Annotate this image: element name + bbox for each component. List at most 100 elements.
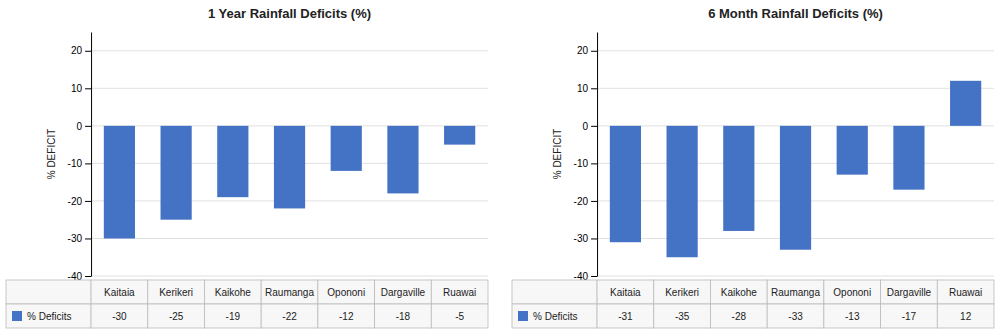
y-tick-mark — [85, 238, 91, 239]
y-tick-mark — [85, 276, 91, 277]
table-cell — [654, 304, 711, 328]
table-cell — [881, 280, 938, 304]
data-label: -28 — [732, 311, 747, 322]
y-axis-title: % DEFICIT — [46, 129, 57, 180]
bar — [444, 126, 475, 145]
table-header: Raumanga — [771, 287, 820, 298]
y-tick-mark — [591, 238, 597, 239]
table-cell — [6, 304, 91, 328]
grid — [91, 51, 488, 276]
y-tick-mark — [85, 51, 91, 52]
y-tick-label: 0 — [76, 121, 82, 132]
table-cell — [824, 304, 881, 328]
bar — [893, 126, 924, 190]
grid-line — [597, 276, 994, 277]
data-label: -25 — [169, 311, 184, 322]
legend-label: % Deficits — [27, 311, 71, 322]
y-tick: -10 — [68, 158, 91, 169]
table-cell — [6, 280, 91, 304]
y-tick: -20 — [574, 196, 597, 207]
y-tick-mark — [591, 201, 597, 202]
data-label: -22 — [282, 311, 297, 322]
table-cell — [148, 280, 205, 304]
table-cell — [318, 304, 375, 328]
y-tick-mark — [591, 126, 597, 127]
y-tick: 10 — [577, 83, 597, 94]
table-cell — [512, 304, 597, 328]
bar — [667, 126, 698, 257]
table-cell — [824, 280, 881, 304]
y-tick-label: 20 — [577, 45, 589, 56]
bar — [950, 81, 981, 126]
table-header: Kerikeri — [665, 287, 699, 298]
y-tick-label: -30 — [574, 233, 589, 244]
y-tick-mark — [591, 88, 597, 89]
table-header: Dargaville — [381, 287, 426, 298]
table-cell — [204, 304, 261, 328]
y-axis-line — [91, 33, 92, 277]
table-header: Opononi — [833, 287, 871, 298]
table-cell — [261, 280, 318, 304]
table-cell — [261, 304, 318, 328]
table-cell — [767, 280, 824, 304]
table-cell — [937, 304, 994, 328]
chart-title: 6 Month Rainfall Deficits (%) — [708, 6, 883, 21]
table-cell — [881, 304, 938, 328]
y-tick: 20 — [71, 45, 91, 56]
y-axis: -40-30-20-1001020 — [574, 33, 598, 282]
table-cell — [512, 280, 597, 304]
y-axis-title: % DEFICIT — [552, 129, 563, 180]
y-tick-label: 10 — [577, 83, 589, 94]
data-label: -18 — [396, 311, 411, 322]
chart-title: 1 Year Rainfall Deficits (%) — [208, 6, 371, 21]
data-label: -13 — [845, 311, 860, 322]
table-cell — [318, 280, 375, 304]
table-header: Raumanga — [265, 287, 314, 298]
table-cell — [767, 304, 824, 328]
table-header: Kaitaia — [104, 287, 135, 298]
data-table: KaitaiaKerikeriKaikoheRaumangaOpononiDar… — [512, 280, 994, 328]
bar — [217, 126, 248, 197]
data-label: -31 — [618, 311, 633, 322]
y-tick-mark — [85, 201, 91, 202]
y-tick: 0 — [76, 121, 91, 132]
table-cell — [431, 304, 488, 328]
y-tick-mark — [591, 163, 597, 164]
table-cell — [710, 304, 767, 328]
y-tick: -10 — [574, 158, 597, 169]
bar — [780, 126, 811, 250]
bar — [161, 126, 192, 220]
data-label: 12 — [960, 311, 972, 322]
y-tick: -20 — [68, 196, 91, 207]
y-tick-label: -10 — [574, 158, 589, 169]
data-label: -35 — [675, 311, 690, 322]
grid — [597, 51, 994, 276]
table-cell — [710, 280, 767, 304]
bar — [387, 126, 418, 194]
y-tick-label: -20 — [574, 196, 589, 207]
grid-line — [91, 50, 488, 51]
y-tick-mark — [591, 51, 597, 52]
table-cell — [91, 304, 148, 328]
table-cell — [431, 280, 488, 304]
grid-line — [597, 88, 994, 89]
table-cell — [937, 280, 994, 304]
y-tick: -30 — [574, 233, 597, 244]
data-label: -19 — [226, 311, 241, 322]
table-header: Kaitaia — [610, 287, 641, 298]
y-tick-label: -30 — [68, 233, 83, 244]
legend-swatch — [518, 311, 528, 321]
bar — [331, 126, 362, 171]
bar — [274, 126, 305, 209]
table-cell — [597, 280, 654, 304]
table-cell — [204, 280, 261, 304]
y-tick: 20 — [577, 45, 597, 56]
grid-line — [597, 50, 994, 51]
bars — [610, 81, 981, 257]
y-axis: -40-30-20-1001020 — [68, 33, 92, 282]
grid-line — [91, 276, 488, 277]
table-header: Ruawai — [443, 287, 476, 298]
grid-line — [91, 88, 488, 89]
data-table: KaitaiaKerikeriKaikoheRaumangaOpononiDar… — [6, 280, 488, 328]
data-label: -12 — [339, 311, 354, 322]
